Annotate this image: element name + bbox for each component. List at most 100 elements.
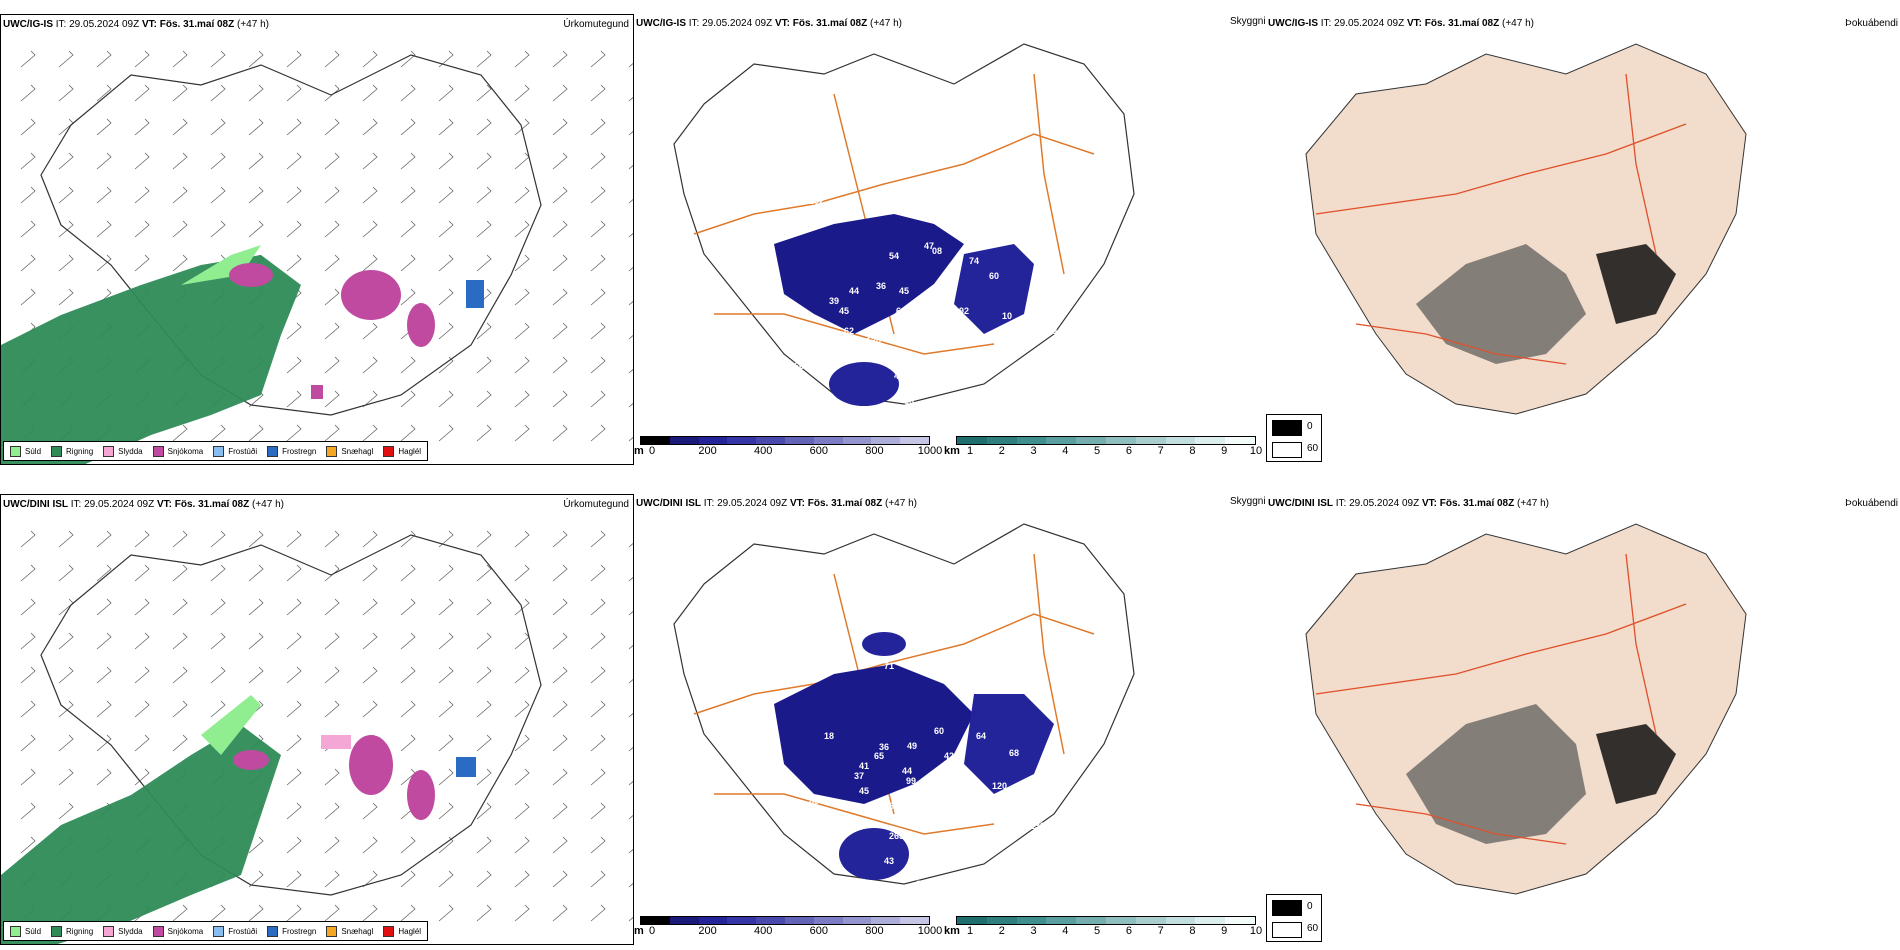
legend-item: Snæhagl (326, 925, 374, 937)
scale-unit: m (634, 445, 644, 457)
wind-barb (20, 254, 36, 272)
wind-barb (438, 84, 454, 102)
wind-barb (438, 904, 454, 922)
ceiling-value-label: 99 (906, 776, 916, 786)
panel-header: UWC/IG-IS IT: 29.05.2024 09Z VT: Fös. 31… (1268, 18, 1534, 29)
fog-panel-row2: UWC/DINI ISL IT: 29.05.2024 09Z VT: Fös.… (1266, 494, 1900, 945)
scale-bar (956, 436, 1256, 445)
wind-barb (590, 836, 606, 854)
wind-barb (514, 390, 530, 408)
wind-barb (58, 632, 74, 650)
wind-barb (286, 356, 302, 374)
wind-barb (552, 836, 568, 854)
ceiling-value-label: 48 (799, 821, 809, 831)
iceland-outline (673, 43, 1135, 405)
wind-barb (20, 50, 36, 68)
scale-tick-label: 10 (1249, 445, 1263, 457)
wind-barb (514, 152, 530, 170)
wind-barb (400, 632, 416, 650)
wind-barb (20, 768, 36, 786)
wind-barb (514, 700, 530, 718)
legend-label: Rigning (66, 446, 94, 456)
ceiling-value-label: 36 (876, 281, 886, 291)
legend-label: Snæhagl (341, 926, 374, 936)
wind-barb (400, 152, 416, 170)
wind-barb (96, 530, 112, 548)
wind-barb (248, 904, 264, 922)
wind-barb (324, 666, 340, 684)
wind-barb (552, 50, 568, 68)
wind-barb (324, 322, 340, 340)
wind-barb (324, 768, 340, 786)
ceiling-value-label: 92 (959, 306, 969, 316)
roads (1315, 73, 1687, 365)
legend-swatch (152, 925, 164, 937)
legend-swatch (10, 445, 21, 457)
wind-barb (58, 530, 74, 548)
wind-barb (514, 530, 530, 548)
fog-key: 0 60 (1266, 894, 1322, 942)
wind-barb (476, 424, 492, 442)
wind-barb (590, 152, 606, 170)
ceiling-value-label: 64 (976, 731, 986, 741)
wind-barb (20, 734, 36, 752)
wind-barb (514, 870, 530, 888)
ceiling-value-label: 13 (904, 611, 914, 621)
panel-title: Úrkomutegund (563, 19, 629, 30)
wind-barb (210, 118, 226, 136)
scale-tick-label: 1 (966, 445, 974, 457)
wind-barb (552, 700, 568, 718)
wind-barb (438, 598, 454, 616)
wind-barb (400, 288, 416, 306)
wind-barb (552, 186, 568, 204)
panel-title: Úrkomutegund (563, 499, 629, 510)
scale-tick-label: 3 (1030, 925, 1037, 937)
ceiling-value-label: 42 (944, 751, 954, 761)
wind-barb (248, 530, 264, 548)
wind-barb (286, 836, 302, 854)
snow-area (341, 270, 401, 320)
wind-barb (400, 84, 416, 102)
wind-barb (362, 84, 378, 102)
scale-bar (956, 916, 1256, 925)
wind-barb (134, 50, 150, 68)
wind-barb (552, 390, 568, 408)
wind-barb (210, 424, 226, 442)
wind-barb (476, 632, 492, 650)
wind-barb (400, 424, 416, 442)
wind-barb (476, 152, 492, 170)
snow-area (311, 385, 323, 399)
ceiling-value-label: 202 (809, 196, 824, 206)
panel-header: UWC/IG-IS IT: 29.05.2024 09Z VT: Fös. 31… (3, 19, 269, 30)
legend-swatch (383, 925, 395, 937)
wind-barb (134, 564, 150, 582)
wind-barb (438, 356, 454, 374)
wind-barb (552, 598, 568, 616)
wind-barb (362, 700, 378, 718)
wind-barb (514, 424, 530, 442)
ceiling-value-label: 10 (1002, 311, 1012, 321)
legend-swatch (326, 925, 338, 937)
wind-barb (552, 632, 568, 650)
wind-barb (590, 288, 606, 306)
wind-barb (476, 904, 492, 922)
wind-barb (400, 530, 416, 548)
wind-barb (20, 802, 36, 820)
wind-barb (286, 666, 302, 684)
legend-swatch (152, 445, 164, 457)
wind-barb (590, 118, 606, 136)
legend-swatch (267, 925, 279, 937)
wind-barb (134, 84, 150, 102)
wind-barb (514, 322, 530, 340)
wind-barb (172, 424, 188, 442)
scale-tick-label: 6 (1125, 445, 1132, 457)
ceiling-value-label: 130 (866, 336, 881, 346)
wind-barb (286, 530, 302, 548)
low-ceiling-area (964, 694, 1054, 794)
wind-barb (552, 152, 568, 170)
drizzle-area (201, 695, 261, 755)
wind-barb (438, 50, 454, 68)
wind-barb (438, 322, 454, 340)
wind-barb (324, 802, 340, 820)
scale-tick-label: 600 (809, 445, 828, 457)
